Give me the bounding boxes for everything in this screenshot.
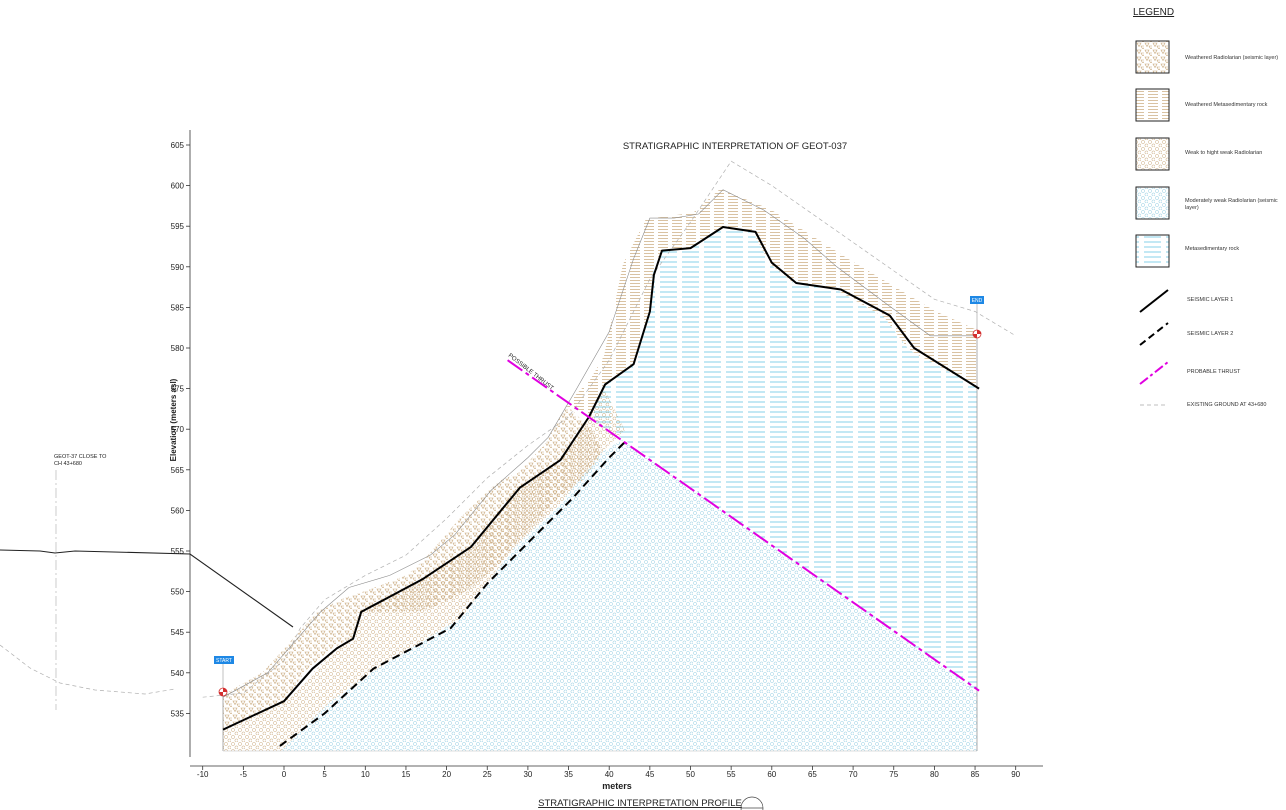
x-tick-label: 40 [605, 770, 614, 779]
start-label: START [216, 658, 232, 664]
topography-line [222, 189, 980, 698]
legend-label: SEISMIC LAYER 2 [1187, 331, 1233, 337]
seismic-layer-2-line [279, 440, 627, 747]
seismic-layer-1-line [222, 226, 980, 731]
x-tick-label: 80 [930, 770, 939, 779]
probable-thrust-line [507, 359, 980, 692]
legend-line-sample [1139, 322, 1169, 346]
x-tick-label: 15 [401, 770, 410, 779]
moderately-weak-radiolarian-unit [281, 440, 977, 751]
legend-label: Metasedimentary rock [1185, 246, 1239, 252]
location-note-line1: GEOT-37 CLOSE TO [54, 454, 107, 460]
legend-label: PROBABLE THRUST [1187, 369, 1241, 375]
legend-item-metasedimentary: Metasedimentary rock [1135, 234, 1239, 268]
y-axis-label: Elevation (meters asl) [169, 378, 178, 461]
location-note-line2: CH 43+680 [54, 461, 82, 467]
sheet-title: STRATIGRAPHIC INTERPRETATION PROFILE [538, 798, 742, 809]
y-tick-label: 540 [171, 669, 185, 678]
x-tick-label: 70 [849, 770, 858, 779]
y-tick-label: 605 [171, 141, 185, 150]
x-tick-label: 85 [971, 770, 980, 779]
x-tick-label: 10 [361, 770, 370, 779]
y-tick-label: 565 [171, 466, 185, 475]
legend-item-probable-thrust: PROBABLE THRUST [1139, 361, 1241, 385]
profile-title: STRATIGRAPHIC INTERPRETATION OF GEOT-037 [623, 141, 847, 152]
x-tick-label: 65 [808, 770, 817, 779]
metasedimentary-unit [588, 228, 977, 692]
x-tick-label: 5 [322, 770, 327, 779]
start-marker: START [214, 656, 234, 697]
x-tick-label: -10 [197, 770, 209, 779]
legend-swatch [1135, 137, 1170, 171]
legend-item-moderately-weak-radiolarian: Moderately weak Radiolarian (seismic lay… [1135, 186, 1278, 220]
y-tick-label: 595 [171, 222, 185, 231]
legend-title: LEGEND [1133, 7, 1174, 18]
geological-units [223, 189, 977, 751]
y-tick-label: 555 [171, 547, 185, 556]
y-tick-label: 590 [171, 263, 185, 272]
x-tick-label: 55 [727, 770, 736, 779]
end-label: END [972, 298, 983, 304]
y-axis: 535 540 545 550 555 560 565 570 575 580 585 590 595 6… [171, 130, 191, 757]
legend-label: Weathered Metasedimentary rock [1185, 102, 1268, 108]
x-tick-label: 90 [1011, 770, 1020, 779]
legend-swatch [1135, 88, 1170, 122]
legend-label: Weathered Radiolarian (seismic layer) [1185, 55, 1278, 61]
x-tick-label: 45 [645, 770, 654, 779]
y-tick-label: 545 [171, 628, 185, 637]
left-ground-extension [0, 470, 294, 710]
y-tick-label: 535 [171, 709, 185, 718]
legend-line-sample [1139, 289, 1169, 313]
legend-swatch [1135, 40, 1170, 74]
legend-swatch [1135, 186, 1170, 220]
legend-item-weathered-radiolarian: Weathered Radiolarian (seismic layer) [1135, 40, 1278, 74]
y-tick-label: 570 [171, 425, 185, 434]
y-tick-label: 560 [171, 506, 185, 515]
legend-line-sample [1139, 361, 1169, 385]
y-tick-label: 585 [171, 303, 185, 312]
existing-ground-line [202, 160, 1016, 698]
legend-item-weathered-metasedimentary: Weathered Metasedimentary rock [1135, 88, 1268, 122]
legend-label: EXISTING GROUND AT 43+680 [1187, 402, 1266, 408]
y-tick-label: 600 [171, 182, 185, 191]
legend-label-continued: layer) [1185, 205, 1199, 211]
legend-label: Moderately weak Radiolarian (seismic [1185, 198, 1278, 204]
x-tick-label: 50 [686, 770, 695, 779]
y-tick-label: 550 [171, 588, 185, 597]
x-tick-label: -5 [240, 770, 248, 779]
x-tick-label: 20 [442, 770, 451, 779]
possible-thrust-label: POSSIBLE THRUST [507, 353, 555, 392]
y-tick-label: 580 [171, 344, 185, 353]
x-tick-label: 30 [523, 770, 532, 779]
x-tick-label: 60 [767, 770, 776, 779]
legend-item-weak-radiolarian: Weak to hight weak Radiolarian [1135, 137, 1262, 171]
weathered-metasedimentary-unit [565, 189, 977, 414]
weak-radiolarian-unit [223, 386, 625, 751]
x-tick-label: 75 [889, 770, 898, 779]
legend-item-seismic-layer-2: SEISMIC LAYER 2 [1139, 322, 1233, 346]
legend-label: SEISMIC LAYER 1 [1187, 297, 1233, 303]
end-marker: END [970, 296, 984, 339]
legend-swatch [1135, 234, 1170, 268]
x-tick-label: 0 [282, 770, 287, 779]
legend-item-existing-ground: EXISTING GROUND AT 43+680 [1140, 402, 1266, 408]
x-axis-label: meters [602, 781, 632, 791]
legend: LEGEND Weathered Radiolarian (seismic la… [1133, 7, 1278, 408]
x-tick-label: 35 [564, 770, 573, 779]
legend-label: Weak to hight weak Radiolarian [1185, 150, 1262, 156]
legend-item-seismic-layer-1: SEISMIC LAYER 1 [1139, 289, 1233, 313]
x-axis: -10 -5 0 5 10 15 20 25 30 35 40 45 50 55 60 65 70 75 80 85 9… [190, 765, 1043, 779]
weathered-radiolarian-unit [223, 408, 603, 731]
x-tick-label: 25 [483, 770, 492, 779]
y-tick-label: 575 [171, 385, 185, 394]
